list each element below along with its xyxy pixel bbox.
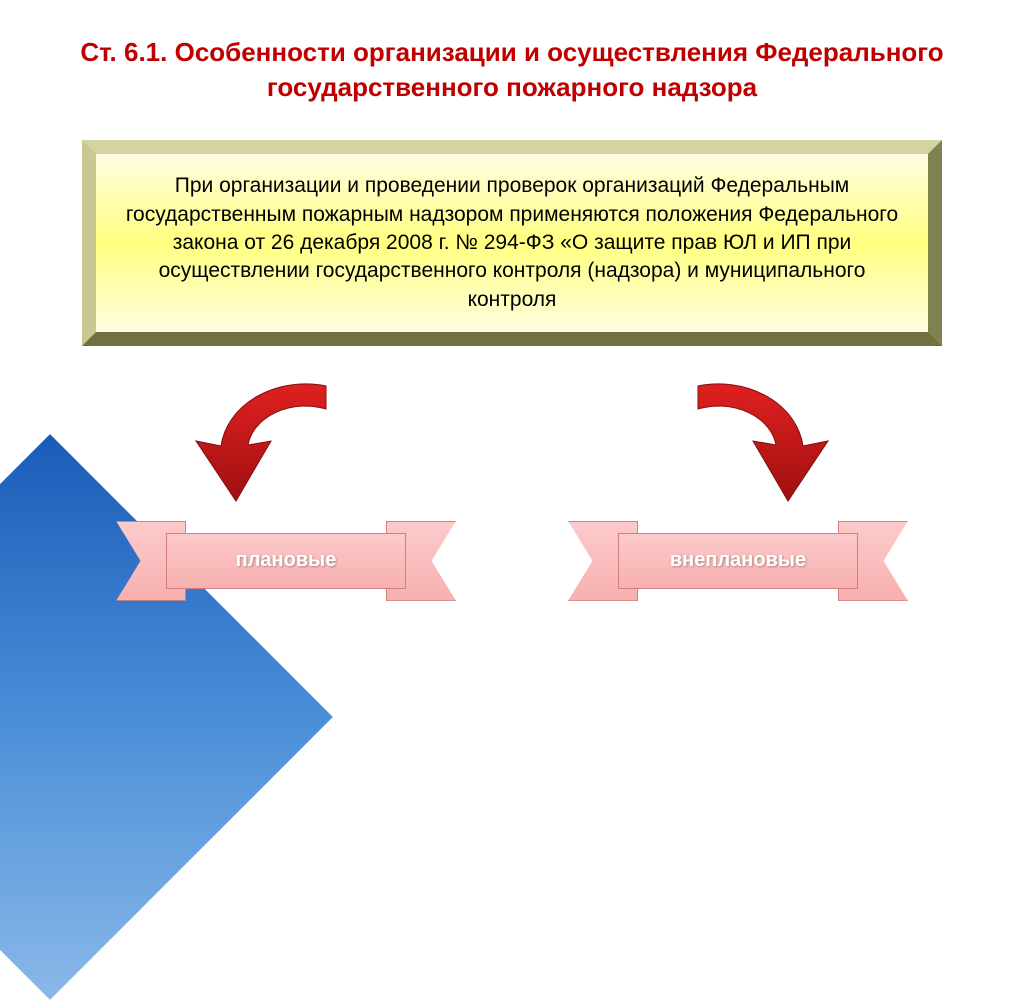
curved-arrow-left (186, 371, 386, 531)
ribbon-left: плановые (116, 521, 456, 601)
slide-content: Ст. 6.1. Особенности организации и осуще… (0, 0, 1024, 636)
info-box-text: При организации и проведении проверок ор… (120, 172, 904, 314)
curved-arrow-right (638, 371, 838, 531)
labels-row: плановые внеплановые (60, 521, 964, 601)
ribbon-center: внеплановые (618, 533, 858, 589)
slide-title: Ст. 6.1. Особенности организации и осуще… (60, 35, 964, 105)
ribbon-label-left: плановые (236, 549, 337, 572)
ribbon-center: плановые (166, 533, 406, 589)
arrow-left-icon (186, 371, 386, 531)
arrows-row (60, 371, 964, 531)
info-box: При организации и проведении проверок ор… (82, 140, 942, 346)
ribbon-label-right: внеплановые (670, 549, 806, 572)
info-box-frame: При организации и проведении проверок ор… (82, 140, 942, 346)
ribbon-right: внеплановые (568, 521, 908, 601)
arrow-right-icon (638, 371, 838, 531)
